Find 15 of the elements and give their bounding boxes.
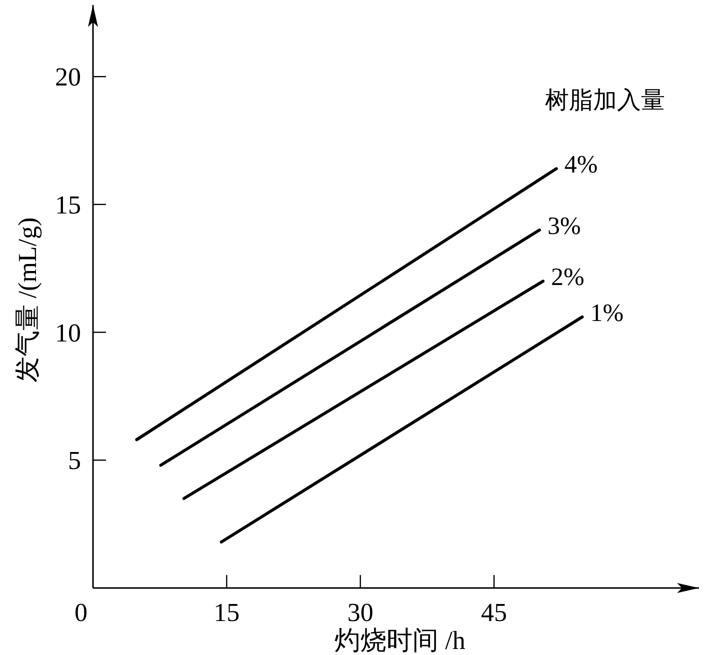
series-label: 2% xyxy=(551,264,584,292)
y-tick-label: 20 xyxy=(55,62,81,92)
y-axis-title: 发气量 /(mL/g) xyxy=(13,217,42,383)
x-axis-title: 灼烧时间 /h xyxy=(334,626,466,655)
x-tick-label: 0 xyxy=(74,598,88,627)
y-tick-label: 15 xyxy=(55,190,81,220)
x-tick-label: 45 xyxy=(481,598,508,627)
y-tick-label: 5 xyxy=(68,446,81,476)
x-tick-label: 30 xyxy=(347,598,374,627)
series-label: 3% xyxy=(547,213,581,240)
y-tick-label: 10 xyxy=(55,318,81,348)
series-label: 4% xyxy=(564,152,598,179)
x-tick-label: 15 xyxy=(214,598,240,627)
series-label: 1% xyxy=(590,300,624,327)
legend-title: 树脂加入量 xyxy=(545,87,665,114)
